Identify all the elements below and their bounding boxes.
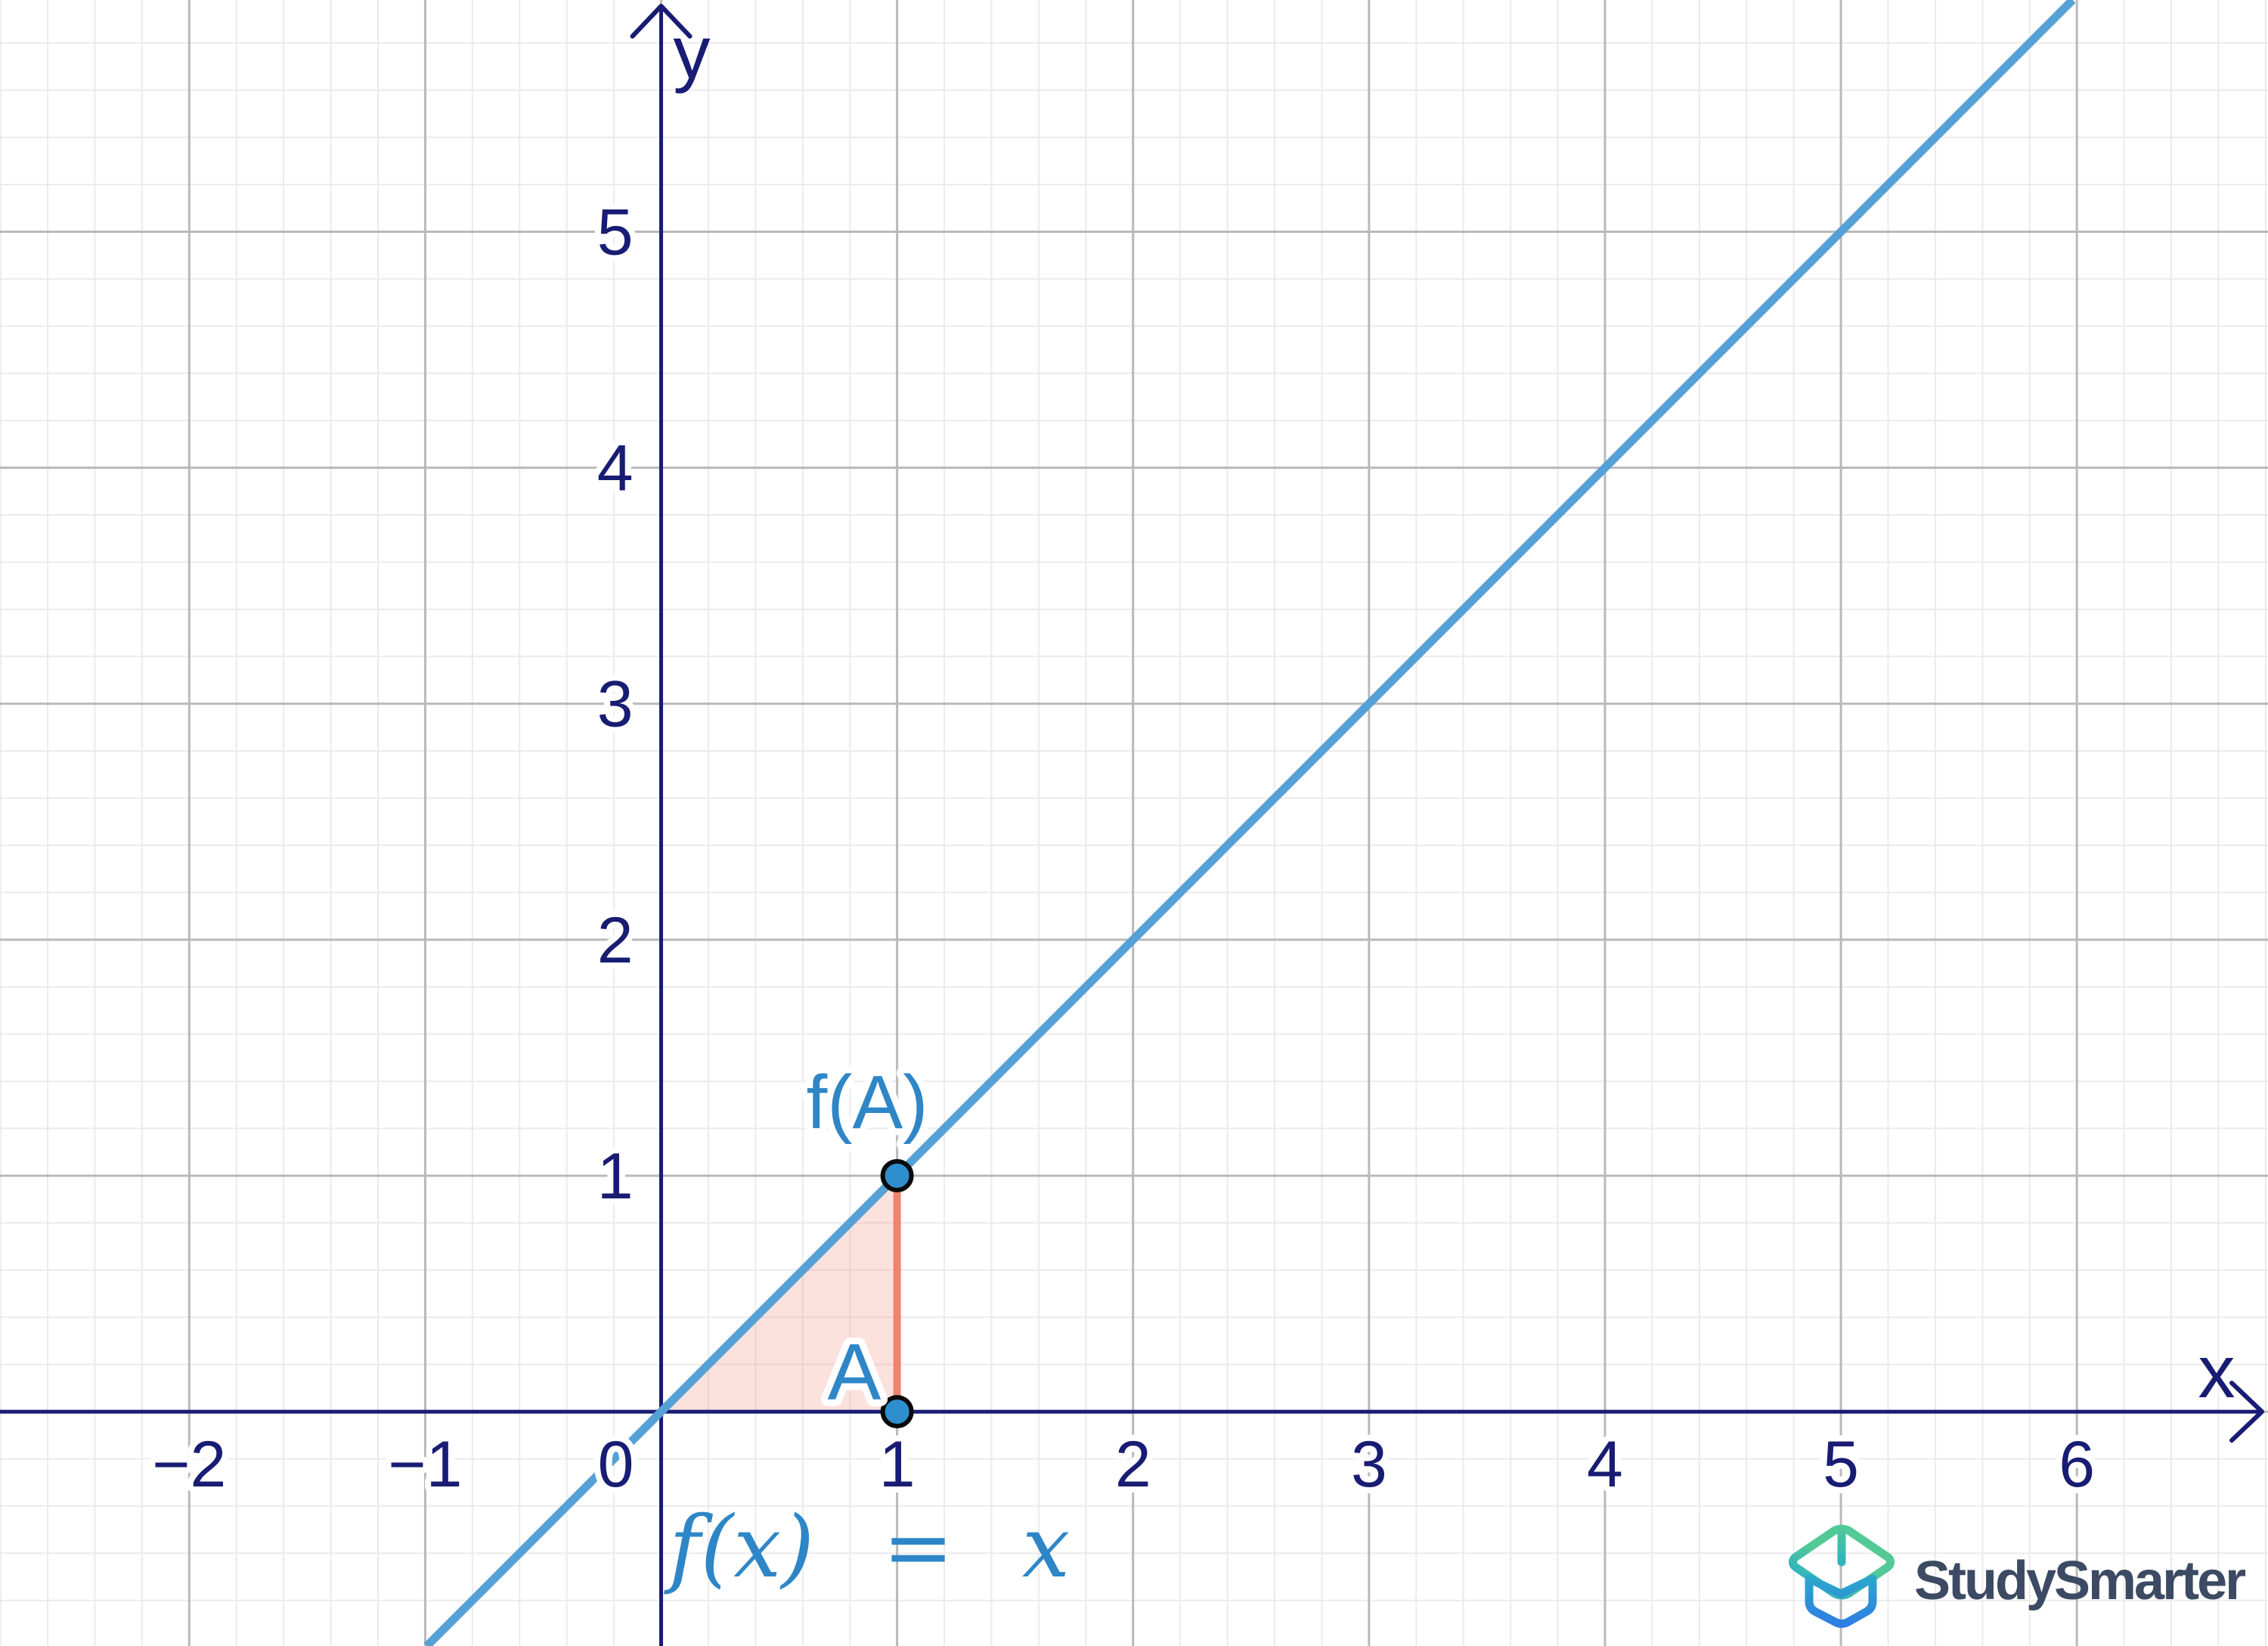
- studysmarter-logo-icon: [1788, 1526, 1895, 1624]
- x-axis-arrow-icon: [2229, 1381, 2264, 1443]
- x-tick-label: −2: [152, 1428, 226, 1501]
- point-marker: [880, 1395, 914, 1429]
- function-equation-label: f(x) = x: [664, 1499, 1070, 1597]
- point-label-A: A: [828, 1328, 881, 1417]
- x-tick-label: 1: [879, 1428, 916, 1501]
- y-tick-label: 5: [597, 196, 634, 268]
- x-tick-label: 4: [1587, 1428, 1623, 1501]
- x-tick-label: 3: [1351, 1428, 1387, 1501]
- y-tick-label: 2: [597, 904, 634, 977]
- studysmarter-wordmark: StudySmarter: [1914, 1551, 2245, 1611]
- tick-labels: −2 −1 0 1 2 3 4 5 6 1 2 3 4 5: [146, 190, 2101, 1507]
- y-tick-label: 4: [597, 432, 634, 505]
- y-axis-arrow-icon: [630, 4, 692, 39]
- x-axis-label: x: [2198, 1330, 2235, 1413]
- y-tick-label: 1: [597, 1140, 634, 1213]
- point-label-fA: f(A): [806, 1060, 928, 1145]
- x-tick-label: 0: [598, 1428, 634, 1501]
- points-group: [880, 1158, 914, 1429]
- x-tick-label: 6: [2059, 1428, 2095, 1501]
- point-marker: [880, 1158, 914, 1192]
- function-line: [423, 0, 2076, 1646]
- x-tick-label: 2: [1115, 1428, 1151, 1501]
- y-tick-label: 3: [597, 668, 634, 741]
- y-axis-label: y: [674, 11, 711, 94]
- axes: [0, 4, 2264, 1646]
- x-tick-label: −1: [388, 1428, 462, 1501]
- studysmarter-logo: StudySmarter: [1788, 1526, 2248, 1624]
- x-tick-label: 5: [1823, 1428, 1859, 1501]
- function-line-group: [423, 0, 2076, 1646]
